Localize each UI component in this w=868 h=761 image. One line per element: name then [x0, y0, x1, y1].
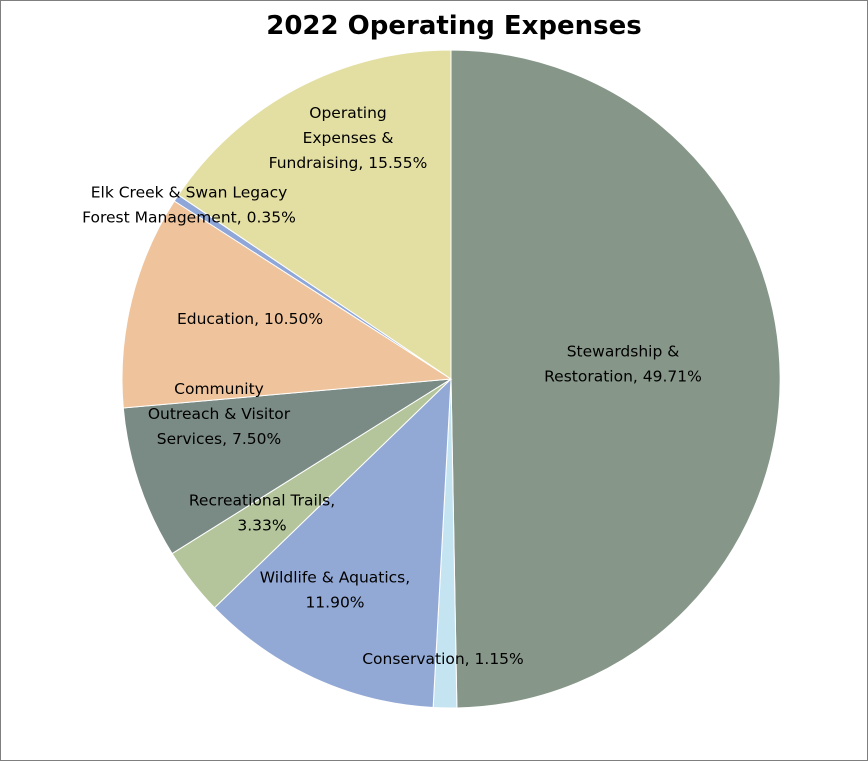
- pie-slice-5: [122, 378, 452, 555]
- slice-label-4-line-2: 3.33%: [237, 517, 286, 535]
- slice-label-4-line-1: Recreational Trails,: [189, 492, 335, 510]
- slice-label-2: Conservation, 1.15%: [362, 650, 524, 668]
- slice-label-5-line-3: Services, 7.50%: [157, 430, 281, 448]
- slice-label-6-line-1: Education, 10.50%: [177, 310, 323, 328]
- pie-slice-1: [450, 49, 781, 709]
- chart-title: 2022 Operating Expenses: [266, 11, 642, 41]
- pie-slice-3: [213, 377, 452, 709]
- slice-label-7-line-1: Elk Creek & Swan Legacy: [91, 184, 288, 202]
- slice-label-3-line-2: 11.90%: [305, 594, 364, 612]
- slice-label-1-line-1: Stewardship &: [567, 343, 680, 361]
- slice-label-2-line-1: Conservation, 1.15%: [362, 650, 524, 668]
- pie-slice-8: [177, 49, 452, 380]
- slice-label-8: Operating Expenses & Fundraising, 15.55%: [269, 104, 428, 172]
- slice-label-3: Wildlife & Aquatics, 11.90%: [260, 569, 410, 612]
- pie-slices: [121, 49, 781, 709]
- slice-label-3-line-1: Wildlife & Aquatics,: [260, 569, 410, 587]
- slice-label-5-line-1: Community: [174, 380, 264, 398]
- slice-label-1-line-2: Restoration, 49.71%: [544, 368, 702, 386]
- slice-label-8-line-3: Fundraising, 15.55%: [269, 154, 428, 172]
- slice-label-7-line-2: Forest Management, 0.35%: [82, 209, 296, 227]
- slice-label-1: Stewardship & Restoration, 49.71%: [544, 343, 702, 386]
- slice-label-7: Elk Creek & Swan Legacy Forest Management…: [82, 184, 296, 227]
- pie-slice-6: [121, 200, 453, 409]
- slice-label-8-line-2: Expenses &: [303, 129, 394, 147]
- slice-label-5: Community Outreach & Visitor Services, 7.5…: [148, 380, 291, 448]
- slice-label-6: Education, 10.50%: [177, 310, 323, 328]
- pie-labels: Stewardship & Restoration, 49.71% Conserva…: [82, 104, 702, 668]
- slice-label-8-line-1: Operating: [309, 104, 387, 122]
- slice-label-4: Recreational Trails, 3.33%: [189, 492, 335, 535]
- slice-label-5-line-2: Outreach & Visitor: [148, 405, 291, 423]
